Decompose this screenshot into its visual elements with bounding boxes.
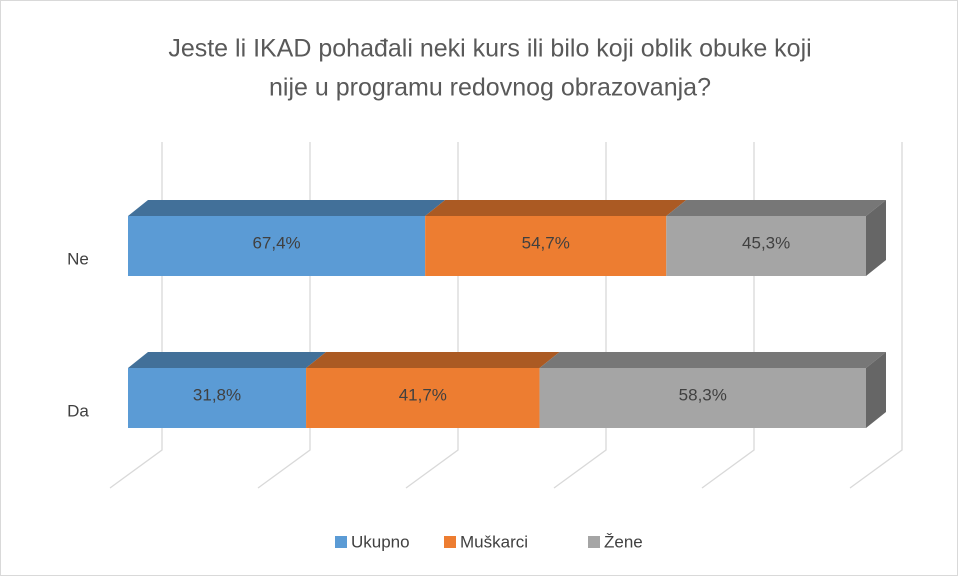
legend-swatch [588,536,600,548]
y-tick-label: Ne [67,249,89,268]
chart-title: Jeste li IKAD pohađali neki kurs ili bil… [168,35,811,63]
legend-swatch [335,536,347,548]
bar [539,368,866,428]
bar-top [128,200,446,216]
bar-top [306,352,560,368]
chart-title: nije u programu redovnog obrazovanja? [269,74,711,102]
legend-label: Muškarci [460,532,528,551]
bar-top [666,200,886,216]
bar [306,368,540,428]
data-label: 41,7% [399,385,447,404]
data-label: 67,4% [252,233,300,252]
legend-swatch [444,536,456,548]
legend-label: Žene [604,532,643,551]
bar [128,368,307,428]
bar [128,216,426,276]
bar-side [866,352,886,428]
legend-label: Ukupno [351,532,410,551]
bar-top [425,200,687,216]
data-label: 45,3% [742,233,790,252]
bar [666,216,866,276]
grid-line [849,142,903,489]
data-label: 54,7% [522,233,570,252]
bar-top [539,352,886,368]
y-tick-label: Da [67,401,89,420]
data-label: 31,8% [193,385,241,404]
bar [425,216,667,276]
data-label: 58,3% [679,385,727,404]
bar-side [866,200,886,276]
bar-top [128,352,327,368]
